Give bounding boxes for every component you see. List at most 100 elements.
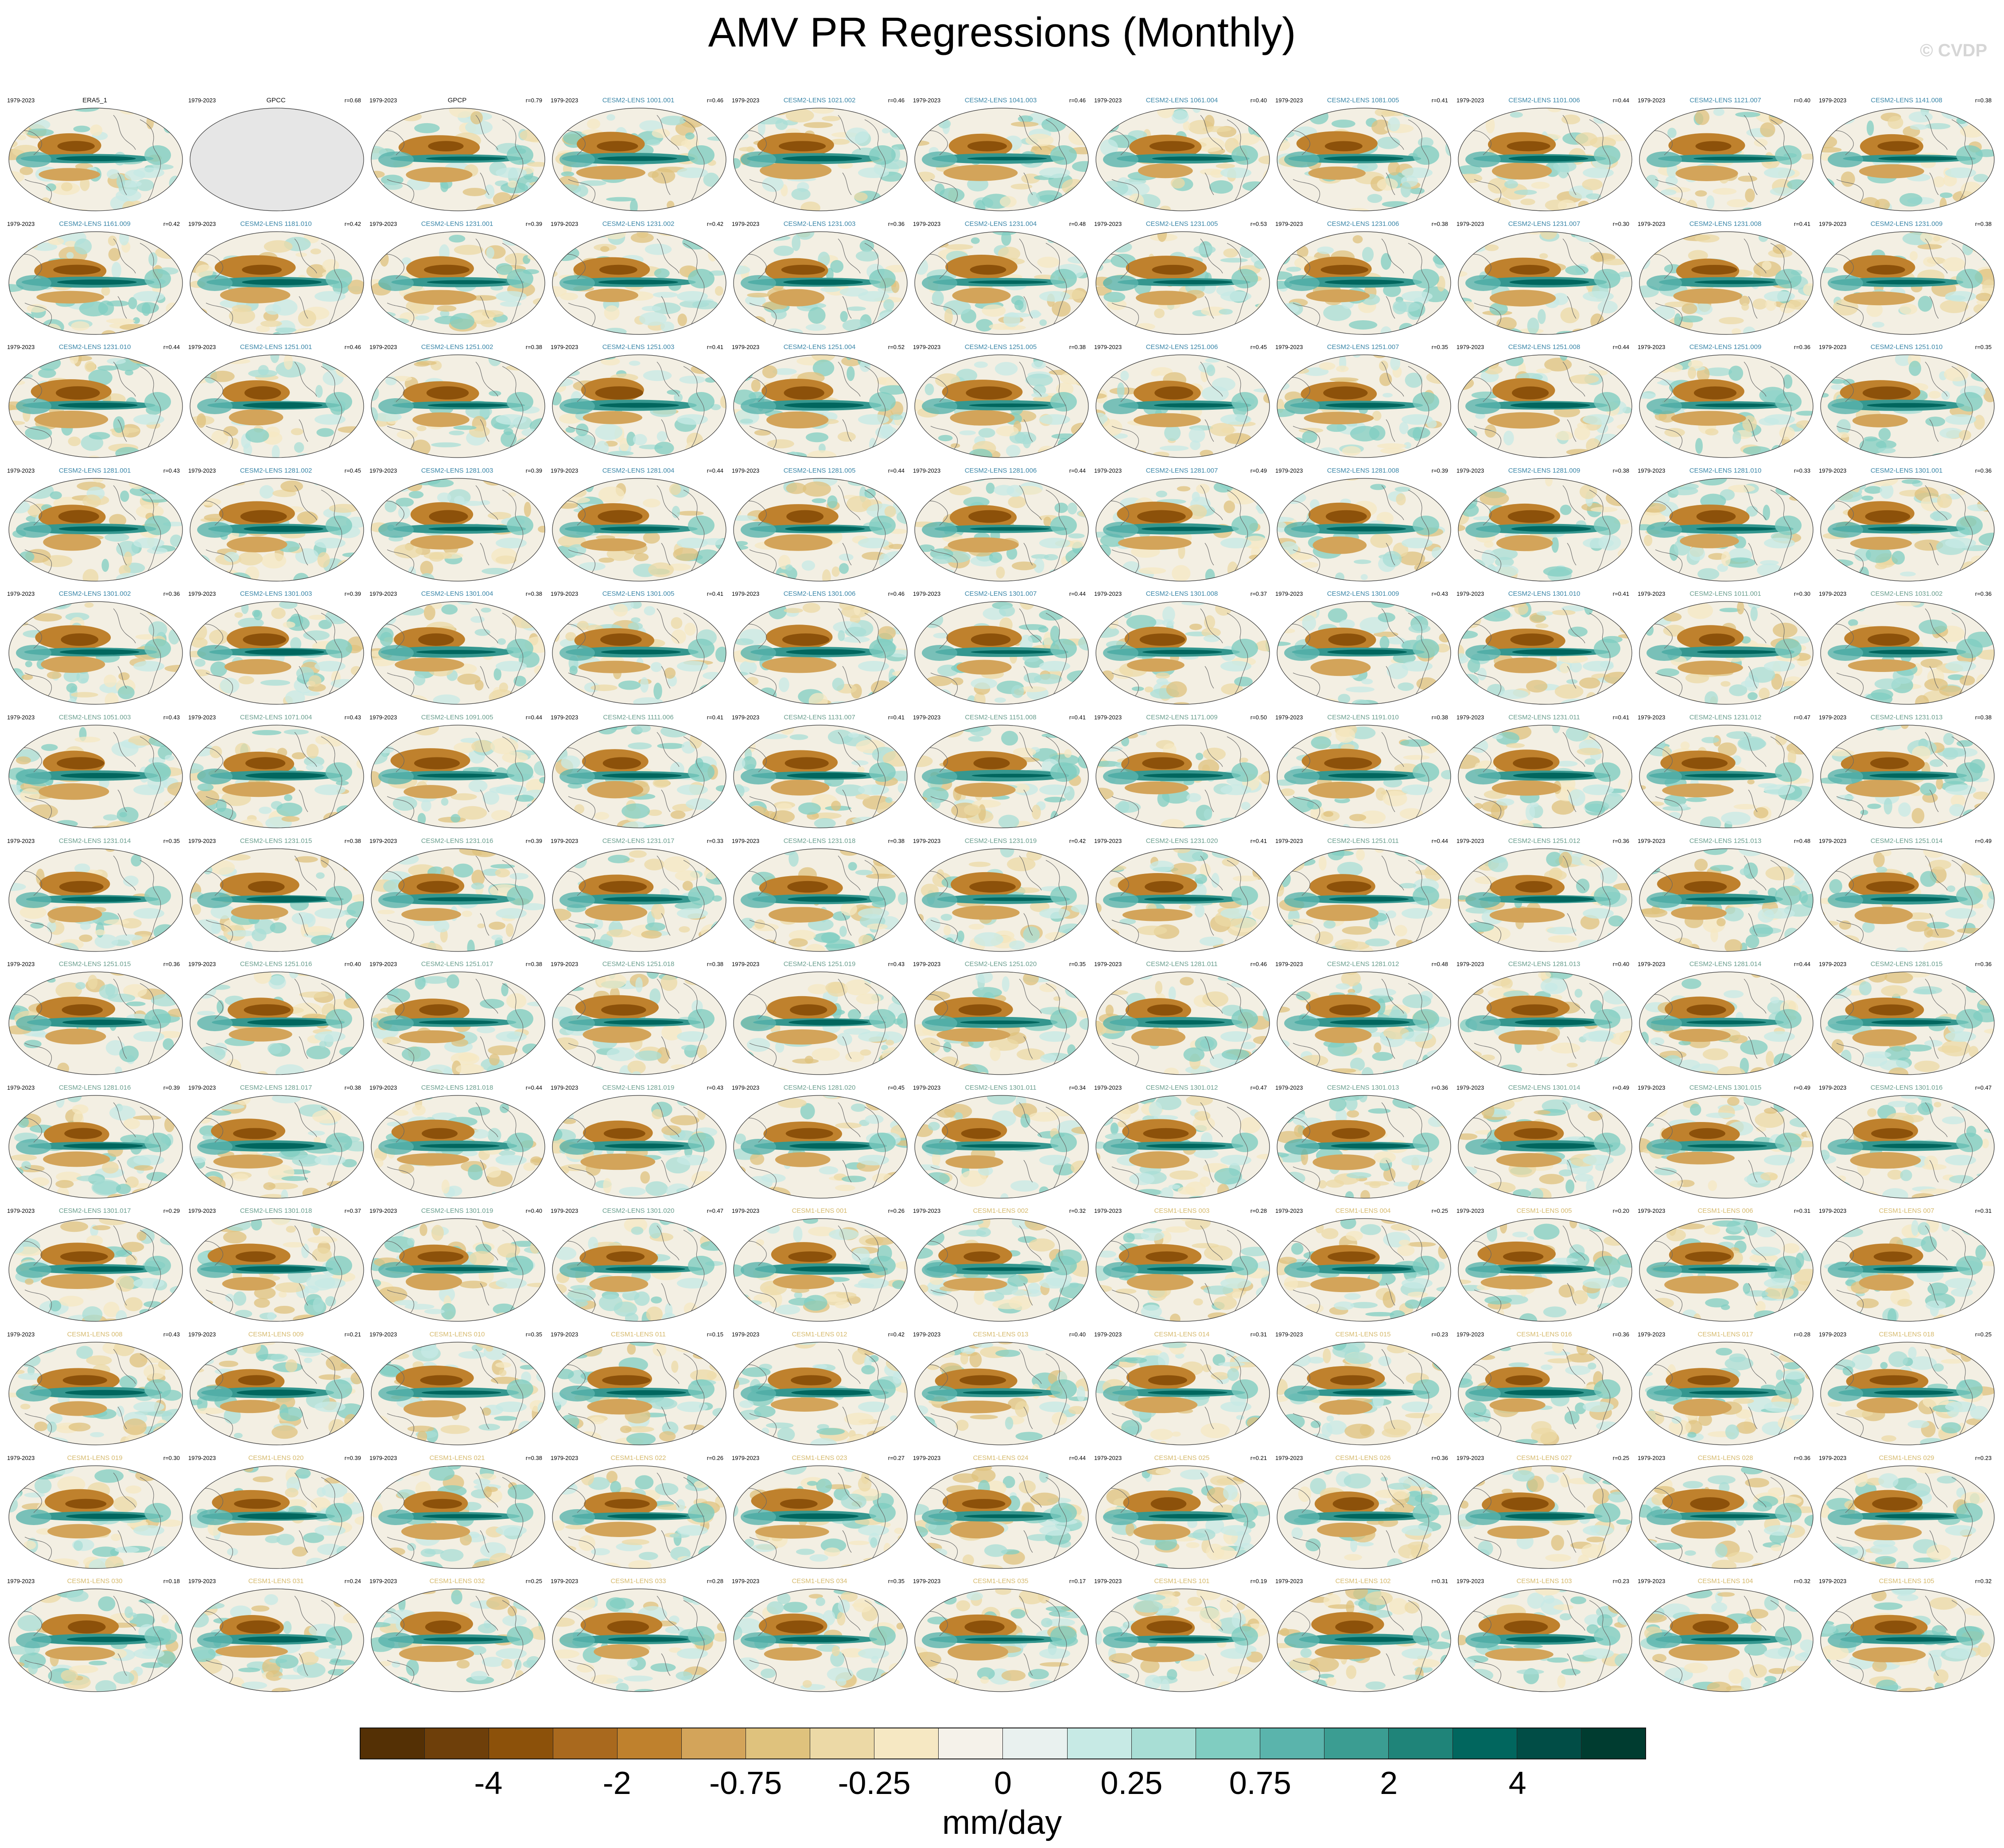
panel-member-name: CESM1-LENS 101 — [1154, 1577, 1210, 1585]
regression-map — [8, 601, 183, 705]
map-panel: 1979-2023 CESM1-LENS 008 r=0.43 — [6, 1328, 187, 1452]
panel-period: 1979-2023 — [1275, 1207, 1303, 1215]
panel-pattern-correlation: r=0.15 — [707, 1331, 723, 1338]
map-panel: 1979-2023 CESM1-LENS 013 r=0.40 — [912, 1328, 1093, 1452]
panel-member-name: CESM2-LENS 1111.006 — [603, 713, 674, 721]
panel-period: 1979-2023 — [1094, 714, 1122, 721]
panel-header: 1979-2023 CESM2-LENS 1131.007 r=0.41 — [731, 711, 908, 724]
panel-pattern-correlation: r=0.42 — [707, 220, 723, 227]
panel-member-name: CESM2-LENS 1121.007 — [1689, 97, 1761, 104]
panel-header: 1979-2023 CESM2-LENS 1281.012 r=0.48 — [1274, 958, 1452, 971]
panel-pattern-correlation: r=0.33 — [1794, 467, 1810, 474]
panel-period: 1979-2023 — [1638, 714, 1666, 721]
panel-pattern-correlation: r=0.47 — [1975, 1084, 1992, 1091]
panel-header: 1979-2023 CESM2-LENS 1031.002 r=0.36 — [1818, 587, 1995, 601]
map-panel: 1979-2023 CESM1-LENS 016 r=0.36 — [1456, 1328, 1637, 1452]
map-panel: 1979-2023 CESM2-LENS 1031.002 r=0.36 — [1818, 587, 1999, 711]
regression-map — [371, 848, 545, 952]
regression-map — [8, 1218, 183, 1322]
regression-map — [1820, 1218, 1995, 1322]
panel-period: 1979-2023 — [1275, 1331, 1303, 1338]
panel-pattern-correlation: r=0.21 — [344, 1331, 361, 1338]
panel-pattern-correlation: r=0.36 — [1612, 1331, 1629, 1338]
regression-map — [1277, 725, 1451, 828]
colorbar-tick-label: 0 — [994, 1766, 1012, 1801]
regression-map — [371, 601, 545, 705]
panel-header: 1979-2023 CESM2-LENS 1051.003 r=0.43 — [6, 711, 183, 724]
map-panel: 1979-2023 CESM2-LENS 1251.016 r=0.40 — [187, 958, 369, 1081]
regression-map — [8, 478, 183, 582]
panel-header: 1979-2023 CESM2-LENS 1281.006 r=0.44 — [912, 464, 1089, 478]
regression-map — [1095, 1095, 1270, 1199]
regression-map — [371, 1095, 545, 1199]
regression-map — [371, 478, 545, 582]
regression-map — [1458, 1342, 1632, 1445]
panel-member-name: CESM1-LENS 104 — [1697, 1577, 1753, 1585]
panel-period: 1979-2023 — [1275, 961, 1303, 968]
panel-header: 1979-2023 CESM2-LENS 1251.011 r=0.44 — [1274, 835, 1452, 848]
panel-header: 1979-2023 CESM1-LENS 019 r=0.30 — [6, 1452, 183, 1465]
map-panel: 1979-2023 CESM2-LENS 1251.001 r=0.46 — [187, 341, 369, 464]
panel-member-name: CESM1-LENS 001 — [792, 1207, 847, 1215]
map-panel: 1979-2023 GPCC r=0.68 — [187, 94, 369, 217]
panel-pattern-correlation: r=0.48 — [1431, 961, 1448, 968]
regression-map — [1639, 231, 1814, 335]
panel-header: 1979-2023 CESM2-LENS 1251.003 r=0.41 — [550, 341, 727, 354]
colorbar-swatch — [874, 1728, 939, 1759]
panel-header: 1979-2023 CESM1-LENS 003 r=0.28 — [1093, 1204, 1270, 1218]
panel-header: 1979-2023 CESM1-LENS 011 r=0.15 — [550, 1328, 727, 1341]
panel-period: 1979-2023 — [188, 837, 216, 844]
panel-period: 1979-2023 — [1456, 837, 1484, 844]
panel-header: 1979-2023 CESM1-LENS 105 r=0.32 — [1818, 1575, 1995, 1588]
panel-period: 1979-2023 — [732, 1578, 760, 1585]
regression-map — [1277, 601, 1451, 705]
map-panel: 1979-2023 CESM1-LENS 035 r=0.17 — [912, 1575, 1093, 1698]
map-panel: 1979-2023 CESM1-LENS 025 r=0.21 — [1093, 1452, 1274, 1575]
panel-pattern-correlation: r=0.20 — [1612, 1207, 1629, 1215]
panel-pattern-correlation: r=0.25 — [525, 1578, 542, 1585]
regression-map — [733, 108, 908, 211]
panel-pattern-correlation: r=0.44 — [163, 344, 180, 351]
regression-map — [552, 1095, 726, 1199]
panel-period: 1979-2023 — [7, 1207, 35, 1215]
panel-pattern-correlation: r=0.46 — [1250, 961, 1267, 968]
regression-map — [1458, 971, 1632, 1075]
panel-member-name: CESM2-LENS 1281.017 — [240, 1083, 312, 1091]
panel-period: 1979-2023 — [1275, 1084, 1303, 1091]
map-panel: 1979-2023 CESM1-LENS 017 r=0.28 — [1637, 1328, 1818, 1452]
panel-period: 1979-2023 — [188, 1454, 216, 1461]
map-panel: 1979-2023 CESM2-LENS 1021.002 r=0.46 — [731, 94, 912, 217]
regression-map — [914, 725, 1089, 828]
panel-member-name: CESM2-LENS 1231.005 — [1146, 220, 1218, 228]
panel-period: 1979-2023 — [1638, 590, 1666, 598]
map-panel: 1979-2023 CESM2-LENS 1251.019 r=0.43 — [731, 958, 912, 1081]
panel-member-name: CESM1-LENS 032 — [429, 1577, 485, 1585]
panel-header: 1979-2023 CESM2-LENS 1301.012 r=0.47 — [1093, 1081, 1270, 1095]
panel-pattern-correlation: r=0.38 — [525, 344, 542, 351]
map-panel: 1979-2023 CESM2-LENS 1301.005 r=0.41 — [550, 587, 731, 711]
panel-member-name: CESM2-LENS 1251.005 — [964, 343, 1037, 351]
panel-pattern-correlation: r=0.38 — [525, 961, 542, 968]
regression-map — [552, 1218, 726, 1322]
panel-header: 1979-2023 CESM1-LENS 017 r=0.28 — [1637, 1328, 1814, 1341]
panel-member-name: CESM2-LENS 1171.009 — [1146, 713, 1218, 721]
regression-map — [552, 1465, 726, 1569]
panel-member-name: CESM1-LENS 007 — [1879, 1207, 1934, 1215]
panel-pattern-correlation: r=0.26 — [888, 1207, 905, 1215]
map-panel: 1979-2023 CESM2-LENS 1301.018 r=0.37 — [187, 1204, 369, 1328]
panel-pattern-correlation: r=0.17 — [1069, 1578, 1086, 1585]
regression-map — [1458, 848, 1632, 952]
colorbar-swatch — [1453, 1728, 1517, 1759]
panel-period: 1979-2023 — [188, 1331, 216, 1338]
panel-member-name: CESM2-LENS 1301.008 — [1146, 590, 1218, 598]
panel-header: 1979-2023 CESM2-LENS 1231.013 r=0.38 — [1818, 711, 1995, 724]
panel-pattern-correlation: r=0.44 — [888, 467, 905, 474]
panel-pattern-correlation: r=0.36 — [163, 961, 180, 968]
panel-header: 1979-2023 CESM2-LENS 1281.003 r=0.39 — [369, 464, 546, 478]
map-panel: 1979-2023 ERA5_1 — [6, 94, 187, 217]
map-panel: 1979-2023 CESM2-LENS 1301.011 r=0.34 — [912, 1081, 1093, 1205]
panel-period: 1979-2023 — [1094, 467, 1122, 474]
panel-member-name: CESM2-LENS 1281.007 — [1146, 466, 1218, 474]
panel-period: 1979-2023 — [732, 1454, 760, 1461]
panel-period: 1979-2023 — [913, 1454, 941, 1461]
